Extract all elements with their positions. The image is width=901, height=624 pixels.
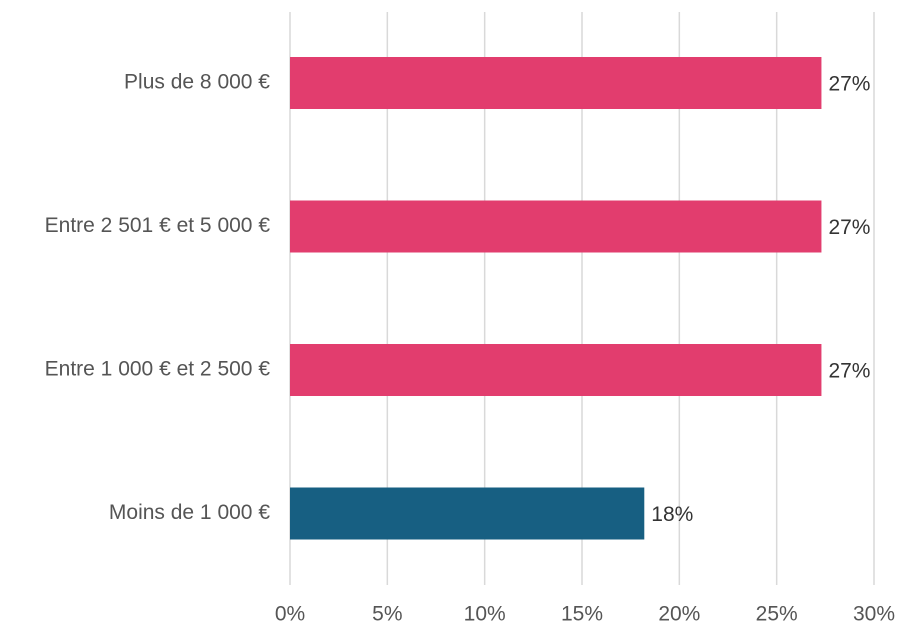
y-tick-label: Plus de 8 000 €	[124, 71, 270, 94]
data-label: 27%	[828, 360, 870, 383]
x-tick-label: 10%	[464, 603, 506, 624]
bar	[290, 200, 822, 253]
y-tick-label: Moins de 1 000 €	[109, 501, 270, 524]
x-tick-label: 0%	[275, 603, 305, 624]
x-tick-label: 15%	[561, 603, 603, 624]
x-tick-label: 5%	[372, 603, 402, 624]
data-label: 18%	[651, 503, 693, 526]
bar	[290, 487, 645, 540]
bar	[290, 57, 822, 109]
x-tick-label: 30%	[853, 603, 895, 624]
y-tick-label: Entre 1 000 € et 2 500 €	[45, 358, 271, 381]
x-tick-label: 25%	[756, 603, 798, 624]
y-tick-label: Entre 2 501 € et 5 000 €	[45, 214, 271, 237]
bar	[290, 344, 822, 396]
data-label: 27%	[828, 216, 870, 239]
x-tick-label: 20%	[658, 603, 700, 624]
data-label: 27%	[828, 73, 870, 96]
